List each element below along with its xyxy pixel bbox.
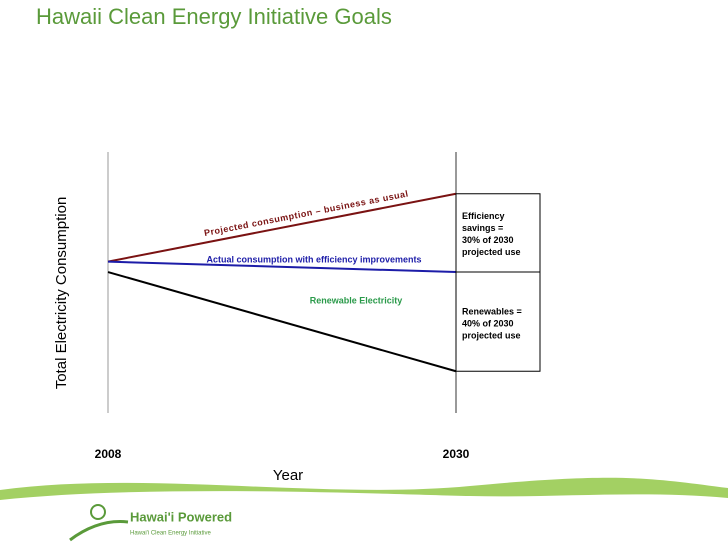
footer-swoosh	[0, 477, 728, 500]
note-text: 40% of 2030	[462, 318, 514, 328]
logo-wave	[69, 520, 129, 542]
slide-title: Hawaii Clean Energy Initiative Goals	[36, 4, 392, 29]
logo-subtitle: Hawai'i Clean Energy Initiative	[130, 531, 212, 537]
note-box	[455, 193, 541, 372]
x-axis-label: Year	[273, 467, 303, 484]
series-label: Actual consumption with efficiency impro…	[206, 254, 421, 264]
series-label: Projected consumption – business as usua…	[203, 189, 409, 239]
note-text: Efficiency	[462, 211, 505, 221]
series-line	[107, 260, 457, 274]
note-text: projected use	[462, 330, 521, 340]
note-text: Renewables =	[462, 306, 522, 316]
note-text: 30% of 2030	[462, 235, 514, 245]
note-text: savings =	[462, 223, 503, 233]
series-line	[107, 271, 457, 373]
logo-icon	[90, 504, 106, 520]
region-label: Renewable Electricity	[310, 295, 403, 305]
x-tick-label: 2008	[95, 447, 122, 461]
logo: Hawai'i Powered Hawai'i Clean Energy Ini…	[69, 504, 232, 542]
note-text: projected use	[462, 247, 521, 257]
series-line	[107, 192, 457, 263]
y-axis-label: Total Electricity Consumption	[53, 197, 70, 390]
x-tick-label: 2030	[443, 447, 470, 461]
logo-title: Hawai'i Powered	[130, 509, 232, 524]
